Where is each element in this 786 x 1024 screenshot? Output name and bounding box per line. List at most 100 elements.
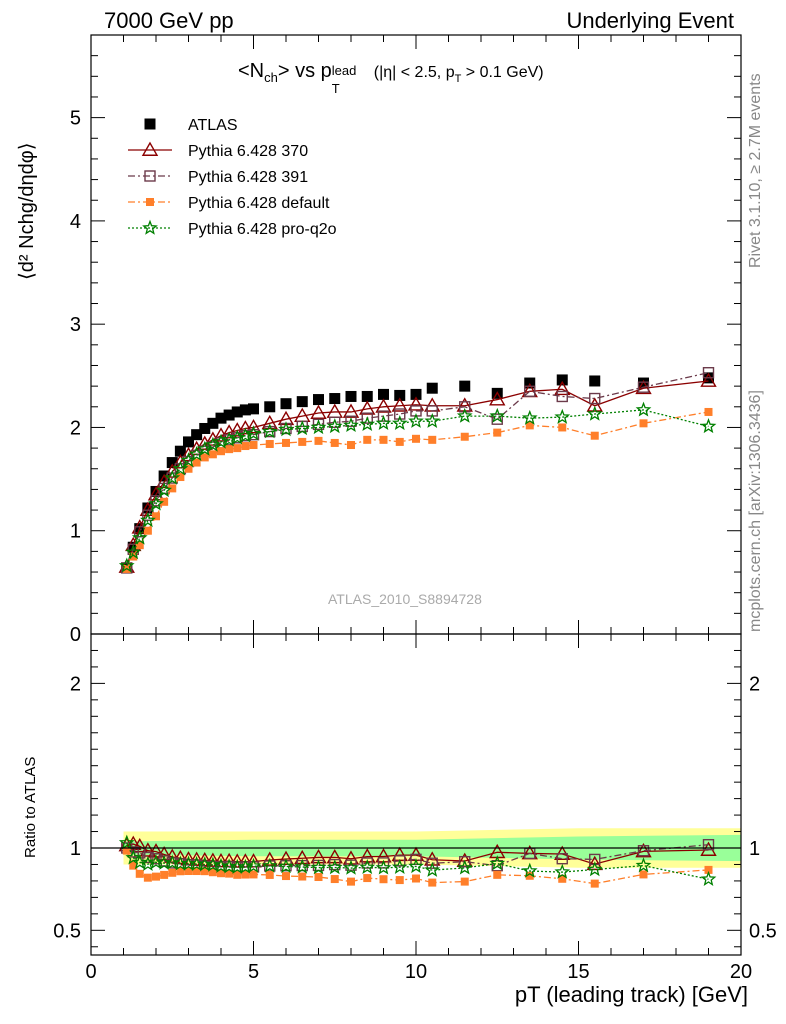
data-point-pq2o [156,482,173,498]
data-point-pq2o [359,416,376,432]
legend-label-p391: Pythia 6.428 391 [188,169,308,186]
y-tick-label-main: 4 [70,211,81,233]
ratio-line-pq2o [126,842,709,880]
data-point-pdefault [249,441,258,450]
ratio-point-pq2o [245,857,262,873]
data-point-pq2o [554,408,571,424]
x-tick-label: 20 [730,961,752,983]
ratio-point-pq2o [359,858,376,875]
ratio-point-p391 [142,851,154,864]
data-point-atlas [589,375,601,387]
ratio-point-pdefault [363,874,372,883]
data-point-pq2o [391,414,408,431]
data-point-pdefault [282,438,290,447]
y-tick-label-ratio: 2 [70,673,81,695]
data-point-pdefault [192,458,201,467]
data-point-atlas [248,403,259,415]
data-point-atlas [313,394,324,406]
data-point-p391 [377,410,390,422]
ratio-point-pdefault [428,878,437,887]
ratio-point-pdefault [265,870,274,879]
data-point-pdefault [129,552,138,561]
data-point-pdefault [428,435,437,444]
data-point-atlas [361,390,373,402]
ratio-point-pq2o [489,855,506,871]
data-point-pq2o [408,412,424,428]
legend-marker-pdefault [146,198,154,206]
ratio-point-pq2o [148,853,164,870]
data-point-pq2o [164,469,181,485]
data-point-pq2o [343,417,359,433]
ratio-point-p391 [394,855,406,867]
ratio-point-pdefault [395,876,404,885]
ratio-point-p391 [459,856,471,868]
ratio-point-pdefault [143,873,152,882]
data-point-atlas [426,382,438,394]
data-point-pdefault [395,437,404,446]
data-point-p370 [375,398,392,413]
data-point-atlas [199,422,211,434]
series-line-p370 [126,380,709,568]
ratio-point-pdefault [558,874,567,883]
y-tick-label-main: 0 [70,624,81,646]
data-point-pdefault [241,442,250,451]
data-point-atlas [166,457,178,469]
ratio-point-p391 [556,853,568,865]
ratio-point-p370 [229,853,246,868]
ratio-panel-frame [90,633,742,956]
data-point-pq2o [294,420,311,436]
header-left: 7000 GeV pp [104,8,234,33]
data-point-pdefault [493,428,502,437]
ratio-point-pdefault [493,870,502,879]
data-point-atlas [394,389,406,401]
ratio-point-p370 [245,853,262,868]
ratio-point-pq2o [635,857,652,873]
data-point-pq2o [424,413,441,428]
data-point-pdefault [217,447,225,456]
y-tick-label-ratio-right: 1 [749,838,760,860]
data-point-p391 [637,381,650,393]
data-point-p370 [700,372,717,387]
ratio-point-pq2o [586,861,603,877]
ratio-point-pdefault [122,846,131,855]
legend-label-pq2o: Pythia 6.428 pro-q2o [188,221,337,238]
ratio-point-p370 [342,850,360,865]
data-point-atlas [239,404,251,416]
data-point-pdefault [168,484,177,493]
ratio-point-pdefault [184,867,193,876]
y-tick-label-main: 1 [70,521,81,543]
data-point-pq2o [125,544,142,560]
data-point-pdefault [347,441,355,450]
ratio-point-pdefault [314,873,323,882]
ratio-point-p370 [131,837,148,853]
data-point-p370 [310,404,327,419]
ratio-point-pq2o [261,857,278,873]
legend-marker-p370 [141,141,159,156]
data-point-p391 [589,392,601,405]
ratio-point-pdefault [200,867,209,876]
ratio-point-pdefault [168,868,177,877]
ratio-point-pdefault [152,872,160,881]
data-point-pdefault [412,434,420,443]
ratio-point-pq2o [408,858,424,874]
data-point-atlas [174,445,186,457]
legend-marker-pq2o [142,219,158,235]
x-axis-label: pT (leading track) [GeV] [514,982,748,1007]
ratio-point-pq2o [391,858,408,874]
data-point-atlas [296,396,308,408]
data-point-atlas [345,390,357,402]
data-point-pdefault [330,438,339,447]
data-point-pdefault [152,512,160,521]
ratio-point-p391 [702,838,715,851]
ratio-point-pdefault [208,868,217,877]
ratio-point-pdefault [225,869,234,878]
data-point-pq2o [700,418,717,434]
legend-marker-atlas [144,118,156,130]
data-point-pdefault [460,432,469,441]
data-point-atlas [191,429,203,441]
ratio-point-pq2o [204,856,221,872]
legend-label-atlas: ATLAS [188,117,238,134]
data-point-atlas [223,409,235,421]
ratio-point-pq2o [164,854,181,870]
ratio-point-pdefault [330,875,339,884]
